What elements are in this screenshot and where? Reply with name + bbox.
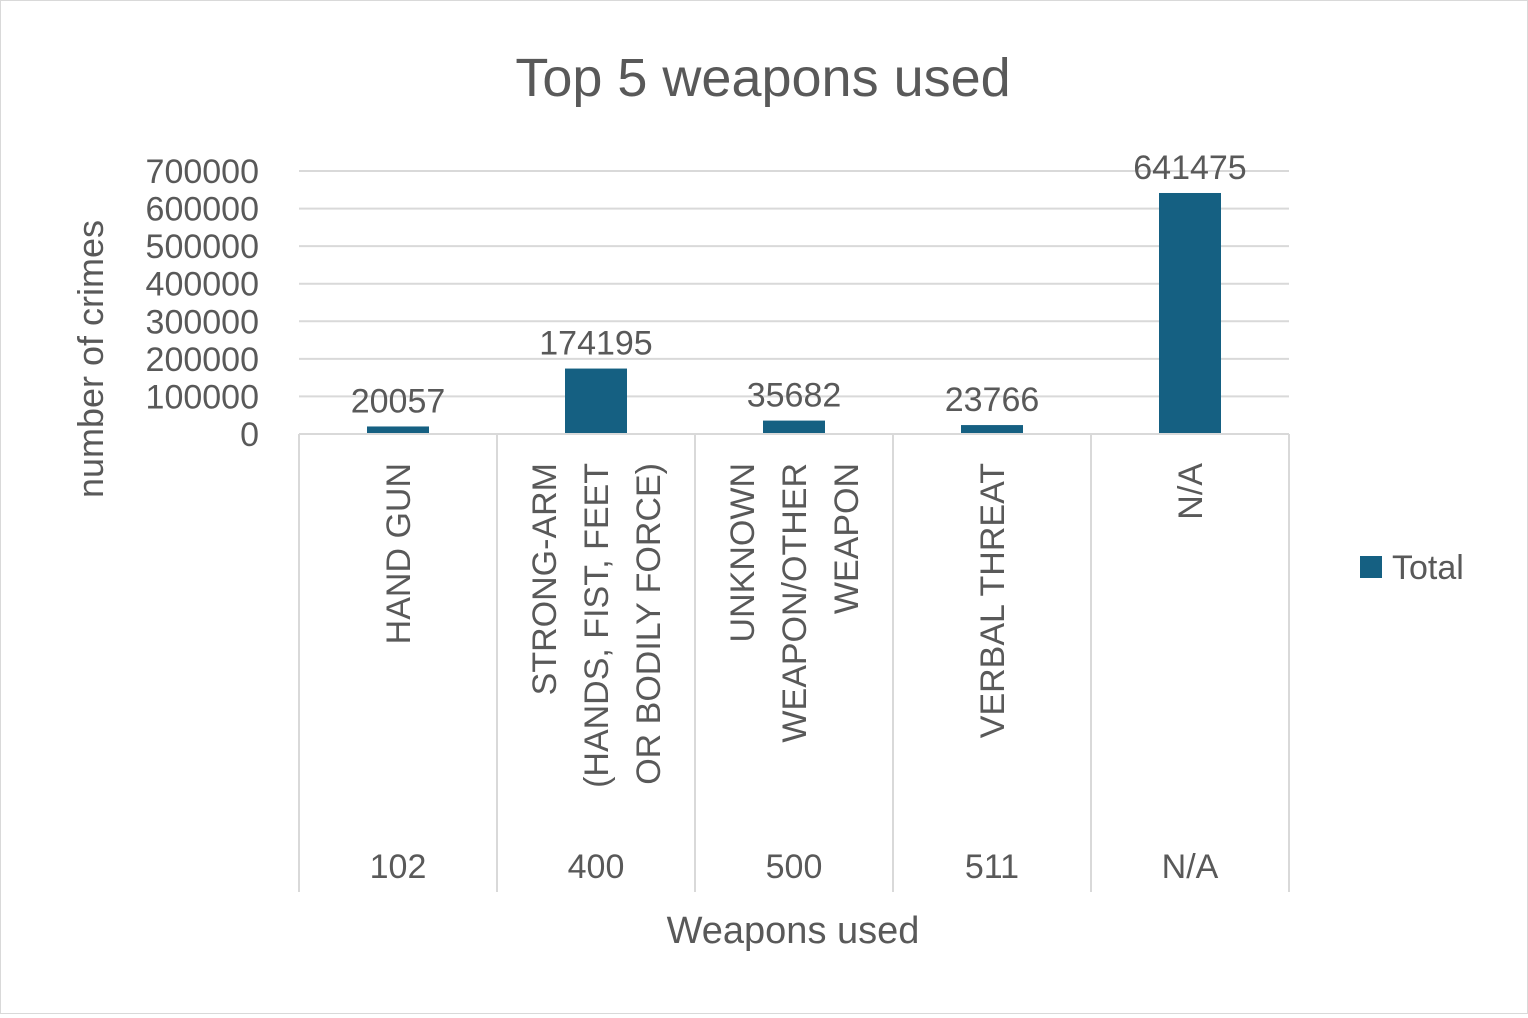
gridlines	[299, 170, 1289, 435]
y-tick-label: 200000	[146, 341, 259, 379]
x-axis: HAND GUN 102 STRONG-ARM (HANDS, FIST, FEET O…	[298, 433, 1290, 892]
category-label: VERBAL THREAT	[974, 463, 1012, 738]
legend: Total	[1360, 549, 1464, 587]
y-axis-ticks: 0100000200000300000400000500000600000700…	[146, 153, 259, 454]
bar	[763, 420, 825, 434]
bars	[367, 192, 1221, 434]
data-label: 20057	[351, 382, 446, 420]
data-labels: 20057 174195 35682 23766 641475	[351, 149, 1247, 420]
bar	[961, 425, 1023, 434]
category-label-line: UNKNOWN	[724, 463, 762, 642]
y-axis-title: number of crimes	[70, 220, 111, 498]
x-axis-title: Weapons used	[667, 910, 920, 952]
data-label: 35682	[747, 377, 842, 415]
category-label: STRONG-ARM (HANDS, FIST, FEET OR BODILY FO…	[526, 463, 668, 788]
category-label-line: WEAPON	[828, 463, 866, 614]
category-label-line: VERBAL THREAT	[974, 463, 1012, 738]
category-label: UNKNOWN WEAPON/OTHER WEAPON	[724, 463, 866, 743]
y-tick-label: 0	[240, 416, 259, 454]
category-label-line: WEAPON/OTHER	[776, 463, 814, 743]
y-tick-label: 300000	[146, 303, 259, 341]
category-code-label: 511	[965, 848, 1019, 886]
category-code-label: N/A	[1162, 848, 1219, 886]
category-label-line: HAND GUN	[380, 463, 418, 644]
category-label-line: N/A	[1172, 463, 1210, 520]
legend-label: Total	[1392, 549, 1464, 587]
bar	[565, 368, 627, 434]
y-tick-label: 600000	[146, 191, 259, 229]
category-code-label: 102	[370, 848, 427, 886]
legend-swatch	[1360, 556, 1382, 578]
data-label: 641475	[1133, 149, 1246, 187]
category-label-line: (HANDS, FIST, FEET	[578, 463, 616, 788]
y-tick-label: 500000	[146, 228, 259, 266]
bar	[367, 426, 429, 434]
bar	[1159, 192, 1221, 434]
category-label-line: STRONG-ARM	[526, 463, 564, 695]
chart-title: Top 5 weapons used	[515, 48, 1010, 108]
category-label: N/A	[1172, 463, 1210, 520]
category-label: HAND GUN	[380, 463, 418, 644]
data-label: 174195	[539, 325, 652, 363]
category-code-label: 500	[766, 848, 823, 886]
y-tick-label: 700000	[146, 153, 259, 191]
category-code-label: 400	[568, 848, 625, 886]
y-tick-label: 100000	[146, 378, 259, 416]
category-label-line: OR BODILY FORCE)	[630, 463, 668, 785]
data-label: 23766	[945, 381, 1040, 419]
y-tick-label: 400000	[146, 266, 259, 304]
